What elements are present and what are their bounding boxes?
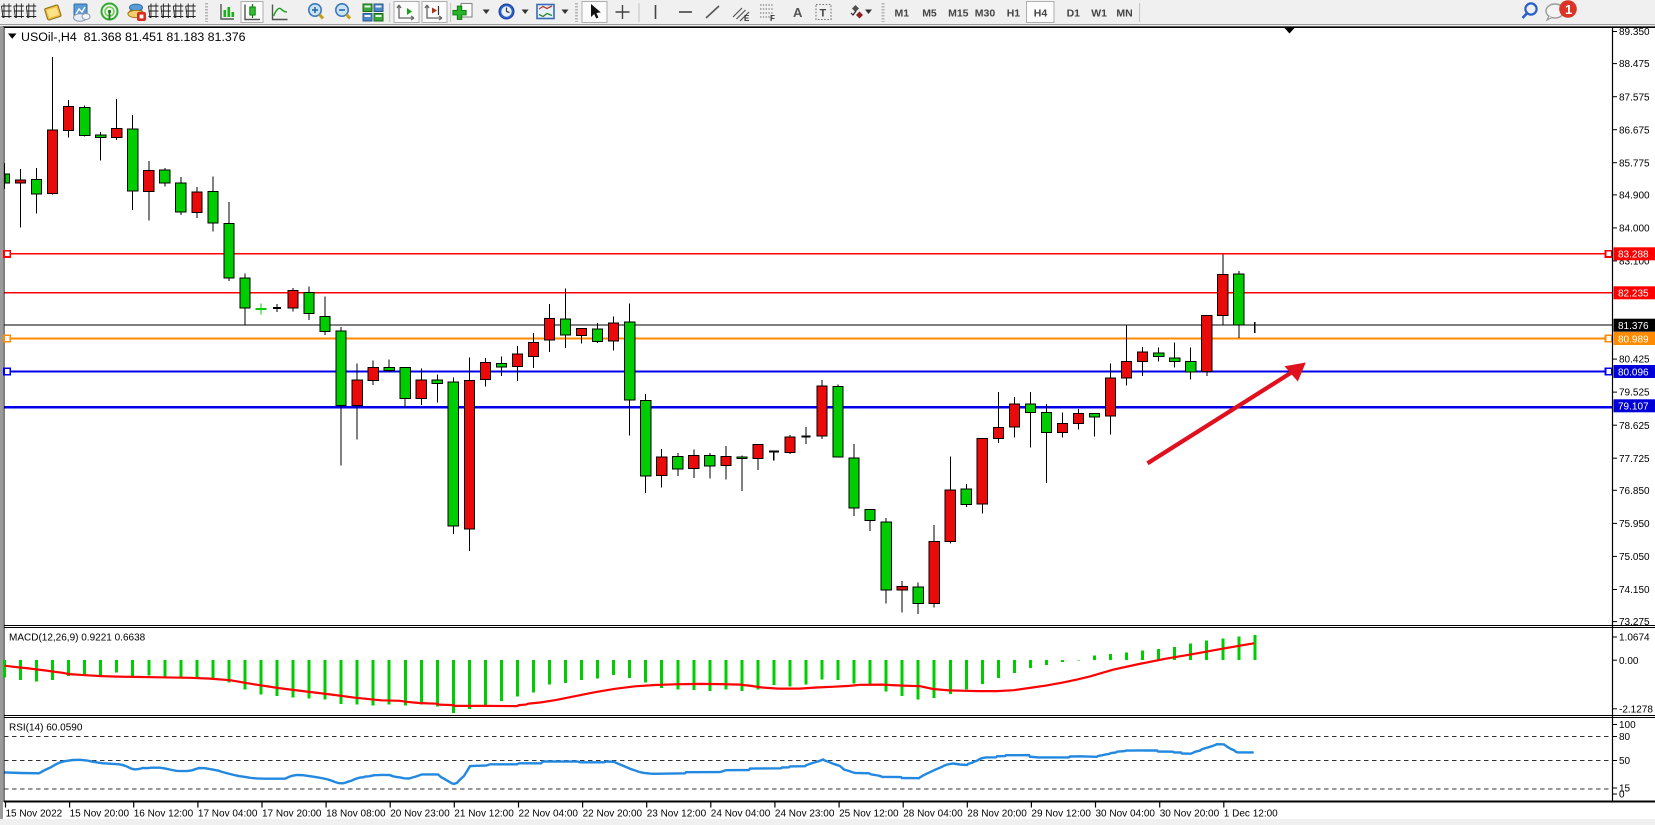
svg-text:84.000: 84.000 — [1619, 224, 1650, 235]
svg-text:1: 1 — [1565, 2, 1572, 17]
svg-text:77.725: 77.725 — [1619, 454, 1650, 465]
svg-text:M15: M15 — [948, 8, 969, 20]
svg-text:D1: D1 — [1067, 8, 1081, 20]
svg-text:1 Dec 12:00: 1 Dec 12:00 — [1224, 809, 1278, 820]
svg-text:20 Nov 23:00: 20 Nov 23:00 — [390, 809, 450, 820]
svg-text:80.425: 80.425 — [1619, 355, 1650, 366]
svg-text:50: 50 — [1619, 756, 1631, 767]
svg-text:23 Nov 12:00: 23 Nov 12:00 — [647, 809, 707, 820]
svg-text:83.288: 83.288 — [1618, 250, 1649, 261]
svg-text:84.900: 84.900 — [1619, 191, 1650, 202]
svg-text:28 Nov 04:00: 28 Nov 04:00 — [903, 809, 963, 820]
svg-text:17 Nov 20:00: 17 Nov 20:00 — [262, 809, 322, 820]
svg-text:17 Nov 04:00: 17 Nov 04:00 — [198, 809, 258, 820]
svg-text:15: 15 — [1619, 784, 1631, 795]
svg-text:21 Nov 12:00: 21 Nov 12:00 — [454, 809, 514, 820]
svg-text:0: 0 — [1619, 790, 1625, 801]
svg-text:29 Nov 12:00: 29 Nov 12:00 — [1031, 809, 1091, 820]
svg-text:22 Nov 20:00: 22 Nov 20:00 — [583, 809, 643, 820]
svg-text:85.775: 85.775 — [1619, 158, 1650, 169]
svg-text:15 Nov 2022: 15 Nov 2022 — [6, 809, 63, 820]
svg-text:73.275: 73.275 — [1619, 617, 1650, 628]
svg-text:M30: M30 — [975, 8, 996, 20]
svg-text:25 Nov 12:00: 25 Nov 12:00 — [839, 809, 899, 820]
svg-text:M5: M5 — [922, 8, 937, 20]
svg-text:MN: MN — [1116, 8, 1132, 20]
svg-text:M1: M1 — [895, 8, 910, 20]
svg-text:83.100: 83.100 — [1619, 257, 1650, 268]
svg-text:82.235: 82.235 — [1618, 289, 1649, 300]
svg-text:E: E — [744, 14, 750, 23]
svg-text:78.625: 78.625 — [1619, 421, 1650, 432]
svg-text:79.525: 79.525 — [1619, 388, 1650, 399]
svg-text:H4: H4 — [1034, 8, 1048, 20]
svg-text:MACD(12,26,9) 0.9221 0.6638: MACD(12,26,9) 0.9221 0.6638 — [9, 633, 146, 644]
svg-text:22 Nov 04:00: 22 Nov 04:00 — [519, 809, 579, 820]
svg-text:75.050: 75.050 — [1619, 552, 1650, 563]
svg-text:15 Nov 20:00: 15 Nov 20:00 — [70, 809, 130, 820]
svg-text:89.350: 89.350 — [1619, 27, 1650, 38]
svg-text:0.00: 0.00 — [1619, 656, 1639, 667]
svg-text:USOil-,H4 81.368 81.451 81.18: USOil-,H4 81.368 81.451 81.183 81.376 — [21, 30, 246, 44]
svg-text:16 Nov 12:00: 16 Nov 12:00 — [134, 809, 194, 820]
svg-text:80.989: 80.989 — [1618, 334, 1649, 345]
svg-text:80.096: 80.096 — [1618, 367, 1649, 378]
svg-text:-2.1278: -2.1278 — [1619, 704, 1653, 715]
svg-text:W1: W1 — [1091, 8, 1107, 20]
svg-text:24 Nov 23:00: 24 Nov 23:00 — [775, 809, 835, 820]
svg-text:88.475: 88.475 — [1619, 59, 1650, 70]
svg-text:F: F — [770, 14, 775, 23]
svg-text:30 Nov 04:00: 30 Nov 04:00 — [1096, 809, 1156, 820]
svg-text:T: T — [820, 8, 827, 20]
svg-text:76.850: 76.850 — [1619, 486, 1650, 497]
svg-text:30 Nov 20:00: 30 Nov 20:00 — [1160, 809, 1220, 820]
svg-text:75.950: 75.950 — [1619, 519, 1650, 530]
svg-text:74.150: 74.150 — [1619, 585, 1650, 596]
svg-text:RSI(14) 60.0590: RSI(14) 60.0590 — [9, 723, 83, 734]
svg-text:H1: H1 — [1007, 8, 1021, 20]
svg-text:80: 80 — [1619, 732, 1631, 743]
svg-text:79.107: 79.107 — [1618, 402, 1649, 413]
svg-text:81.376: 81.376 — [1618, 321, 1649, 332]
svg-text:28 Nov 20:00: 28 Nov 20:00 — [967, 809, 1027, 820]
svg-text:A: A — [793, 5, 803, 20]
svg-text:18 Nov 08:00: 18 Nov 08:00 — [326, 809, 386, 820]
svg-text:87.575: 87.575 — [1619, 92, 1650, 103]
svg-text:24 Nov 04:00: 24 Nov 04:00 — [711, 809, 771, 820]
svg-text:100: 100 — [1619, 720, 1636, 731]
svg-text:1.0674: 1.0674 — [1619, 633, 1650, 644]
svg-text:86.675: 86.675 — [1619, 125, 1650, 136]
